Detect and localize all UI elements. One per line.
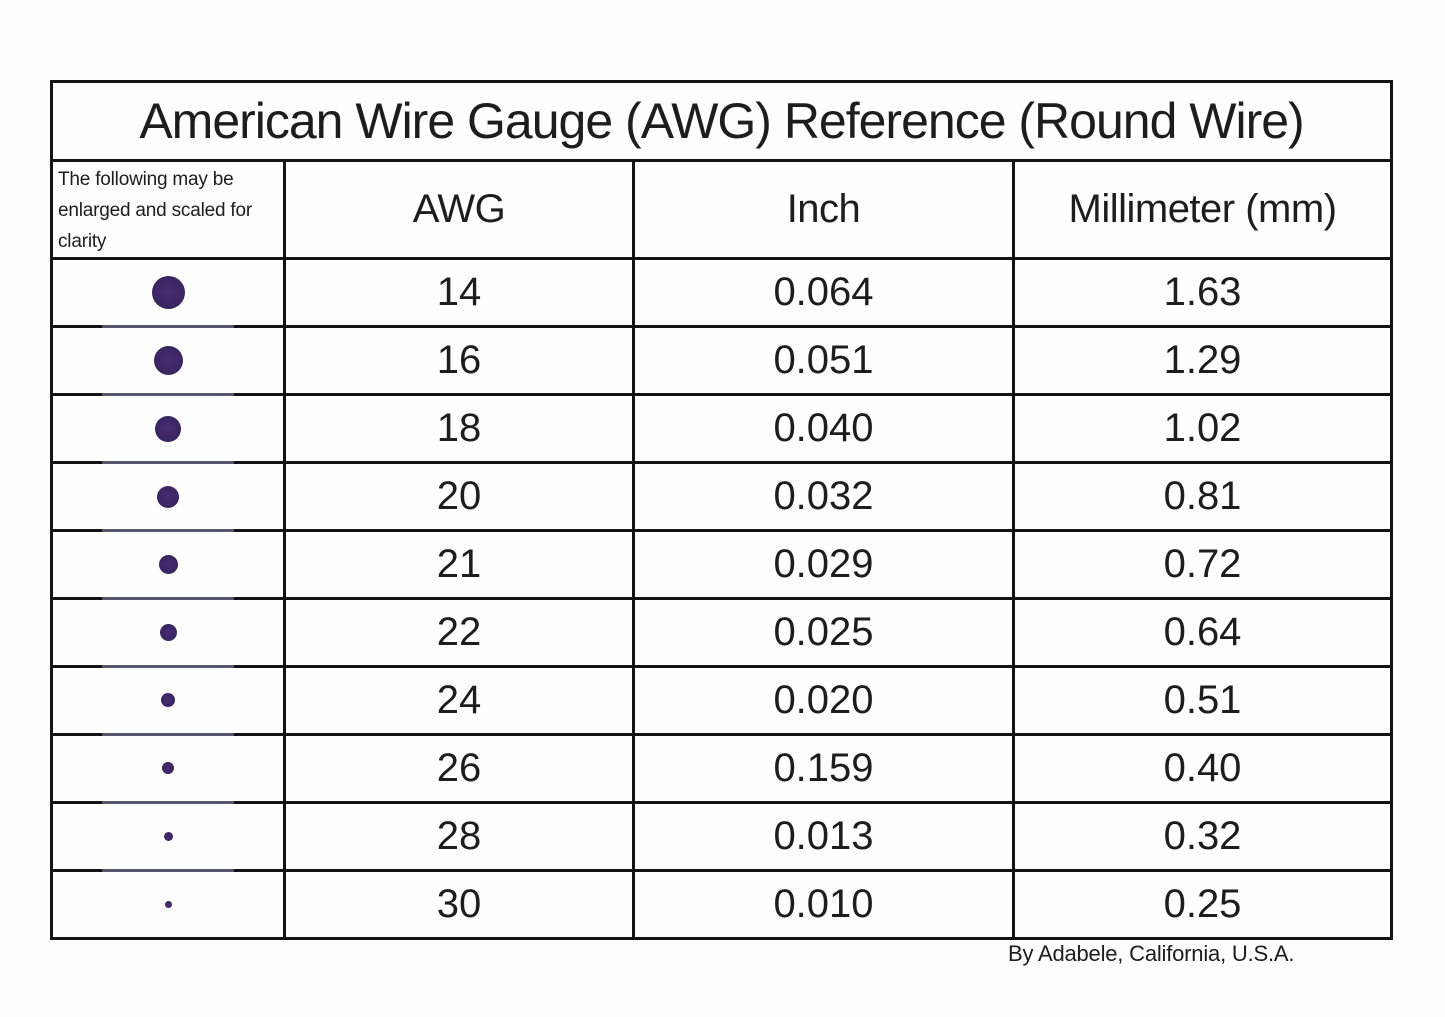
table-row: 16 0.051 1.29 (50, 325, 1394, 396)
dot-underline (102, 461, 234, 464)
wire-dot-icon (162, 762, 174, 775)
wire-size-cell (50, 597, 286, 668)
mm-value: 1.29 (1011, 325, 1394, 396)
wire-size-cell (50, 393, 286, 464)
dot-underline (102, 869, 234, 872)
mm-value: 1.63 (1011, 257, 1394, 328)
wire-size-cell (50, 869, 286, 940)
wire-size-cell (50, 529, 286, 600)
table-row: 30 0.010 0.25 (50, 869, 1394, 940)
mm-value: 0.72 (1011, 529, 1394, 600)
awg-value: 20 (283, 461, 635, 532)
table-title: American Wire Gauge (AWG) Reference (Rou… (49, 80, 1394, 162)
dot-underline (102, 665, 234, 668)
dot-underline (102, 325, 234, 328)
wire-size-cell (50, 665, 286, 736)
mm-value: 0.81 (1011, 461, 1394, 532)
inch-value: 0.029 (632, 529, 1015, 600)
dot-underline (102, 393, 234, 396)
inch-value: 0.159 (632, 733, 1015, 804)
wire-size-cell (50, 733, 286, 804)
awg-value: 14 (283, 257, 635, 328)
credit-text: By Adabele, California, U.S.A. (1008, 941, 1295, 966)
inch-value: 0.051 (632, 325, 1015, 396)
column-header-millimeter: Millimeter (mm) (1011, 159, 1394, 260)
table-row: 22 0.025 0.64 (50, 597, 1394, 668)
wire-dot-icon (157, 485, 179, 508)
mm-value: 0.25 (1011, 869, 1394, 940)
awg-value: 26 (283, 733, 635, 804)
inch-value: 0.032 (632, 461, 1015, 532)
inch-value: 0.025 (632, 597, 1015, 668)
dot-underline (102, 597, 234, 600)
title-row: American Wire Gauge (AWG) Reference (Rou… (49, 80, 1394, 162)
inch-value: 0.013 (632, 801, 1015, 872)
mm-value: 0.64 (1011, 597, 1394, 668)
awg-value: 18 (283, 393, 635, 464)
table-row: 20 0.032 0.81 (50, 461, 1394, 532)
wire-size-cell (50, 325, 286, 396)
wire-dot-icon (151, 276, 185, 309)
wire-size-cell (50, 801, 286, 872)
wire-dot-icon (159, 623, 177, 641)
mm-value: 1.02 (1011, 393, 1394, 464)
inch-value: 0.010 (632, 869, 1015, 940)
wire-dot-icon (158, 555, 178, 574)
wire-dot-icon (161, 693, 175, 708)
wire-dot-icon (155, 415, 181, 442)
awg-value: 28 (283, 801, 635, 872)
awg-value: 16 (283, 325, 635, 396)
column-header-awg: AWG (283, 159, 635, 260)
awg-value: 21 (283, 529, 635, 600)
dot-underline (102, 529, 234, 532)
mm-value: 0.40 (1011, 733, 1394, 804)
inch-value: 0.064 (632, 257, 1015, 328)
table-row: 26 0.159 0.40 (50, 733, 1394, 804)
awg-reference-table: American Wire Gauge (AWG) Reference (Rou… (49, 80, 1394, 940)
wire-size-cell (50, 257, 286, 328)
wire-dot-icon (153, 346, 183, 375)
inch-value: 0.040 (632, 393, 1015, 464)
mm-value: 0.32 (1011, 801, 1394, 872)
table-row: 21 0.029 0.72 (50, 529, 1394, 600)
inch-value: 0.020 (632, 665, 1015, 736)
dot-underline (102, 801, 234, 804)
table-row: 14 0.064 1.63 (50, 257, 1394, 328)
table-row: 28 0.013 0.32 (50, 801, 1394, 872)
table-row: 18 0.040 1.02 (50, 393, 1394, 464)
dot-underline (102, 733, 234, 736)
wire-size-cell (50, 461, 286, 532)
table-row: 24 0.020 0.51 (50, 665, 1394, 736)
awg-value: 24 (283, 665, 635, 736)
wire-dot-icon (164, 900, 172, 908)
mm-value: 0.51 (1011, 665, 1394, 736)
column-header-inch: Inch (632, 159, 1015, 260)
scale-note: The following may be enlarged and scaled… (50, 159, 286, 260)
awg-value: 22 (283, 597, 635, 668)
header-row: The following may be enlarged and scaled… (50, 159, 1394, 260)
awg-value: 30 (283, 869, 635, 940)
wire-dot-icon (163, 831, 173, 841)
